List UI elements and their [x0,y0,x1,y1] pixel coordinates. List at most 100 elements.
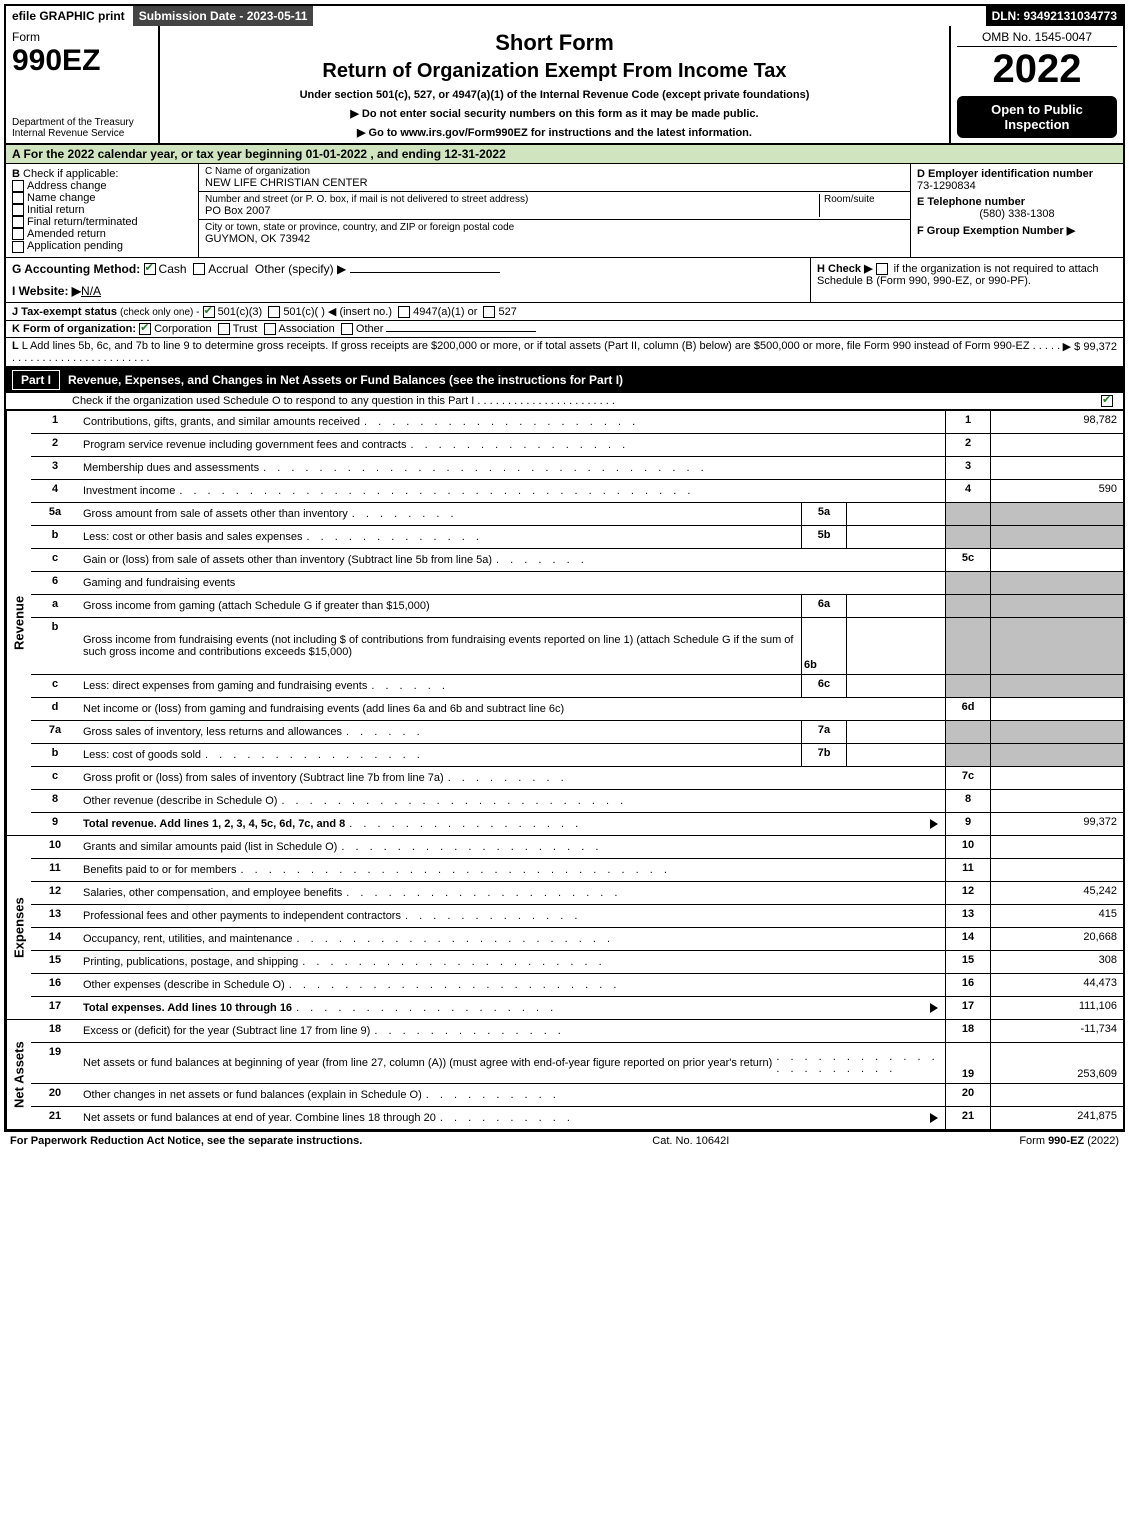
checkbox-501c[interactable] [268,306,280,318]
tax-exempt-label: J Tax-exempt status [12,306,117,318]
part-1-check: Check if the organization used Schedule … [6,393,1123,410]
row-6d-val [990,698,1123,720]
checkbox-cash[interactable] [144,263,156,275]
row-7c-val [990,767,1123,789]
section-b: B Check if applicable: Address change Na… [6,164,199,257]
row-21-val: 241,875 [990,1107,1123,1129]
checkbox-address-change[interactable] [12,180,24,192]
row-20-num: 20 [31,1084,79,1106]
checkbox-name-change[interactable] [12,192,24,204]
row-7b-mk: 7b [801,744,846,766]
row-6b-val [990,618,1123,674]
arrow-icon [930,819,938,829]
row-21-desc: Net assets or fund balances at end of ye… [83,1112,436,1124]
footer-right: Form 990-EZ (2022) [1019,1135,1119,1147]
row-5c-num: c [31,549,79,571]
part-1-label: Part I [12,370,60,390]
row-15-num: 15 [31,951,79,973]
row-1-num: 1 [31,411,79,433]
row-20-key: 20 [945,1084,990,1106]
opt-501c: 501(c)( ) ◀ (insert no.) [283,306,392,318]
checkbox-accrual[interactable] [193,263,205,275]
efile-print-label[interactable]: efile GRAPHIC print [6,6,133,26]
other-org-input[interactable] [386,331,536,332]
row-20-desc: Other changes in net assets or fund bala… [83,1089,422,1101]
row-7a-mk: 7a [801,721,846,743]
group-exemption-label: F Group Exemption Number ▶ [917,224,1117,237]
checkbox-initial-return[interactable] [12,204,24,216]
checkbox-application-pending[interactable] [12,241,24,253]
row-5a-desc: Gross amount from sale of assets other t… [83,508,348,520]
row-15-key: 15 [945,951,990,973]
line-l-amount: ▶ $ 99,372 [1063,340,1117,364]
row-18-val: -11,734 [990,1020,1123,1042]
row-6c-val [990,675,1123,697]
arrow-icon [930,1113,938,1123]
checkbox-schedule-o[interactable] [1101,395,1113,407]
row-3-val [990,457,1123,479]
row-5a-mk: 5a [801,503,846,525]
row-13-desc: Professional fees and other payments to … [83,910,401,922]
checkbox-corporation[interactable] [139,323,151,335]
checkbox-schedule-b[interactable] [876,263,888,275]
opt-4947: 4947(a)(1) or [413,306,477,318]
opt-final-return: Final return/terminated [27,216,138,228]
opt-association: Association [279,323,335,335]
net-assets-section: Net Assets 18Excess or (deficit) for the… [6,1019,1123,1129]
row-12-num: 12 [31,882,79,904]
row-5a-num: 5a [31,503,79,525]
row-2-desc: Program service revenue including govern… [83,439,406,451]
other-specify-input[interactable] [350,272,500,273]
row-7a-mv [846,721,945,743]
row-1-val: 98,782 [990,411,1123,433]
row-6-num: 6 [31,572,79,594]
note-link[interactable]: ▶ Go to www.irs.gov/Form990EZ for instru… [166,126,943,139]
line-h: H Check ▶ if the organization is not req… [810,258,1123,302]
check-if-applicable: Check if applicable: [23,168,118,180]
line-j: J Tax-exempt status (check only one) - 5… [6,303,1123,321]
row-16-val: 44,473 [990,974,1123,996]
row-g-h: G Accounting Method: Cash Accrual Other … [6,258,1123,303]
row-3-desc: Membership dues and assessments [83,462,259,474]
row-6a-key [945,595,990,617]
website-value: N/A [81,284,101,298]
website-label: I Website: ▶ [12,284,81,298]
row-6c-num: c [31,675,79,697]
row-17-desc: Total expenses. Add lines 10 through 16 [83,1002,292,1014]
row-3-key: 3 [945,457,990,479]
line-h-label: H Check ▶ [817,263,873,275]
row-8-val [990,790,1123,812]
ein-value: 73-1290834 [917,180,1117,192]
checkbox-527[interactable] [483,306,495,318]
row-17-key: 17 [945,997,990,1019]
checkbox-4947[interactable] [398,306,410,318]
checkbox-other-org[interactable] [341,323,353,335]
row-7b-val [990,744,1123,766]
line-l: L L Add lines 5b, 6c, and 7b to line 9 t… [6,338,1123,367]
row-21-num: 21 [31,1107,79,1129]
row-17-num: 17 [31,997,79,1019]
checkbox-amended-return[interactable] [12,228,24,240]
opt-amended-return: Amended return [27,228,106,240]
row-18-desc: Excess or (deficit) for the year (Subtra… [83,1025,370,1037]
dept-irs: Internal Revenue Service [12,128,152,139]
checkbox-final-return[interactable] [12,216,24,228]
row-6a-desc: Gross income from gaming (attach Schedul… [83,600,430,612]
open-to-public: Open to Public Inspection [957,96,1117,138]
checkbox-association[interactable] [264,323,276,335]
row-11-key: 11 [945,859,990,881]
row-7b-key [945,744,990,766]
tax-year: 2022 [957,47,1117,92]
checkbox-501c3[interactable] [203,306,215,318]
row-13-key: 13 [945,905,990,927]
row-20-val [990,1084,1123,1106]
accounting-method-label: G Accounting Method: [12,262,140,276]
row-19-key: 19 [945,1043,990,1083]
row-11-desc: Benefits paid to or for members [83,864,236,876]
room-suite-label: Room/suite [819,194,904,217]
row-6a-val [990,595,1123,617]
row-6d-key: 6d [945,698,990,720]
checkbox-trust[interactable] [218,323,230,335]
row-7a-val [990,721,1123,743]
row-5b-mv [846,526,945,548]
